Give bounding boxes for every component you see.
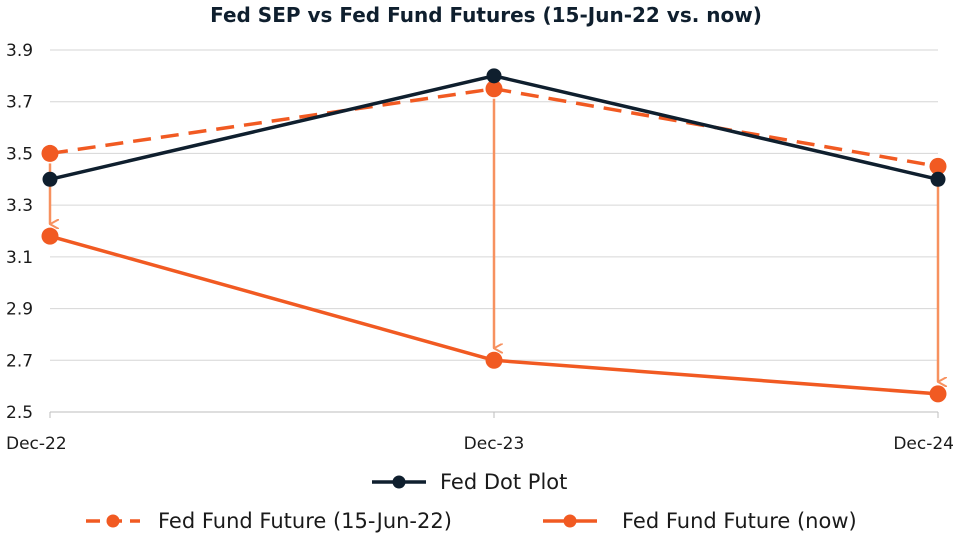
y-tick-label: 3.3 [6, 196, 33, 216]
legend-label-0: Fed Dot Plot [440, 470, 567, 494]
legend-swatch-marker-1 [106, 514, 120, 528]
data-point-series-0 [930, 171, 946, 187]
y-tick-label: 3.7 [6, 93, 33, 113]
data-point-series-2 [41, 227, 59, 245]
y-tick-label: 2.9 [6, 300, 33, 320]
x-axis: Dec-22 Dec-23 Dec-24 [6, 411, 954, 454]
change-arrows [48, 98, 938, 382]
legend-label-1: Fed Fund Future (15-Jun-22) [158, 509, 452, 533]
x-tick-label: Dec-23 [464, 434, 525, 454]
data-point-series-0 [42, 171, 58, 187]
data-point-series-1 [929, 157, 947, 175]
data-point-series-2 [485, 351, 503, 369]
data-point-series-2 [929, 385, 947, 403]
legend-swatch-marker-2 [563, 514, 577, 528]
data-point-series-1 [485, 80, 503, 98]
y-tick-label: 3.1 [6, 248, 33, 268]
x-tick-label: Dec-22 [6, 434, 67, 454]
y-tick-label: 3.5 [6, 144, 33, 164]
data-point-series-1 [41, 144, 59, 162]
series-layer [41, 68, 947, 403]
legend: Fed Dot Plot Fed Fund Future (15-Jun-22) F… [86, 470, 857, 533]
y-tick-label: 2.5 [6, 403, 33, 423]
y-tick-label: 3.9 [6, 41, 33, 61]
x-tick-label: Dec-24 [893, 434, 954, 454]
data-point-series-0 [486, 68, 502, 84]
chart-title: Fed SEP vs Fed Fund Futures (15-Jun-22 v… [210, 3, 762, 27]
legend-label-2: Fed Fund Future (now) [622, 509, 857, 533]
y-tick-label: 2.7 [6, 351, 33, 371]
legend-swatch-marker-0 [392, 475, 406, 489]
y-axis: 2.5 2.7 2.9 3.1 3.3 3.5 3.7 3.9 [6, 41, 33, 423]
